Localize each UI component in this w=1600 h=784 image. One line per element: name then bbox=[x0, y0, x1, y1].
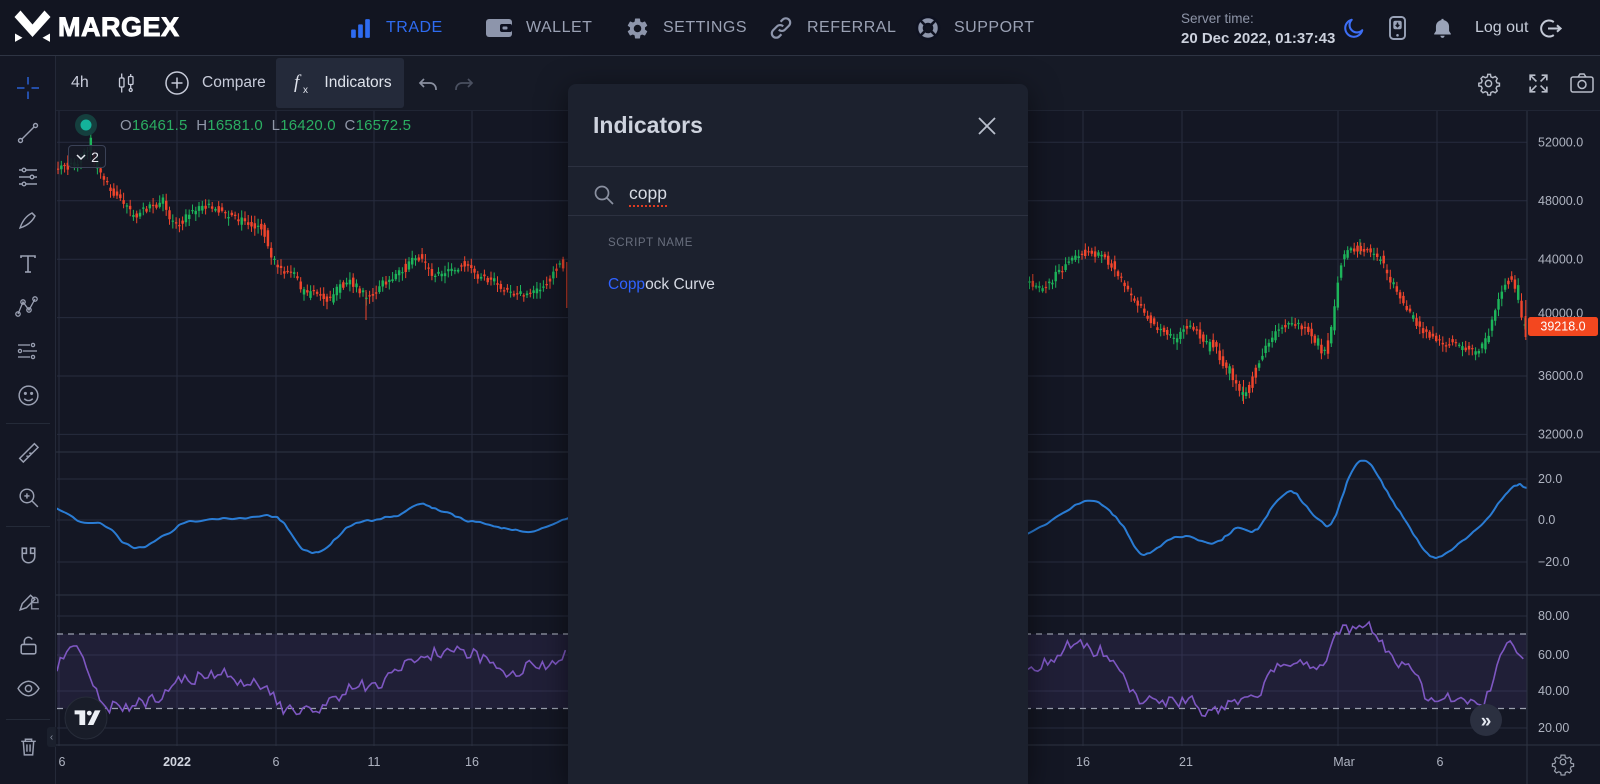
svg-text:2022: 2022 bbox=[163, 755, 191, 769]
svg-text:Mar: Mar bbox=[1333, 755, 1355, 769]
svg-text:0.0: 0.0 bbox=[1538, 513, 1555, 527]
svg-text:40000.0: 40000.0 bbox=[1538, 306, 1583, 320]
svg-text:39218.0: 39218.0 bbox=[1540, 320, 1585, 334]
svg-text:32000.0: 32000.0 bbox=[1538, 428, 1583, 442]
svg-text:6: 6 bbox=[1437, 755, 1444, 769]
svg-text:x: x bbox=[303, 85, 308, 96]
svg-text:20.00: 20.00 bbox=[1538, 721, 1569, 735]
svg-text:21: 21 bbox=[1179, 755, 1193, 769]
svg-text:11: 11 bbox=[368, 755, 381, 769]
svg-text:6: 6 bbox=[273, 755, 280, 769]
svg-text:»: » bbox=[1481, 711, 1492, 732]
svg-text:20.0: 20.0 bbox=[1538, 472, 1562, 486]
svg-text:f: f bbox=[294, 72, 302, 93]
svg-text:40.00: 40.00 bbox=[1538, 684, 1569, 698]
svg-text:16: 16 bbox=[1076, 755, 1090, 769]
svg-text:80.00: 80.00 bbox=[1538, 609, 1569, 623]
svg-text:44000.0: 44000.0 bbox=[1538, 252, 1583, 266]
svg-text:−20.0: −20.0 bbox=[1538, 555, 1570, 569]
svg-text:60.00: 60.00 bbox=[1538, 648, 1569, 662]
svg-text:36000.0: 36000.0 bbox=[1538, 369, 1583, 383]
svg-text:16: 16 bbox=[465, 755, 479, 769]
svg-text:48000.0: 48000.0 bbox=[1538, 194, 1583, 208]
svg-text:6: 6 bbox=[59, 755, 66, 769]
svg-text:52000.0: 52000.0 bbox=[1538, 136, 1583, 150]
